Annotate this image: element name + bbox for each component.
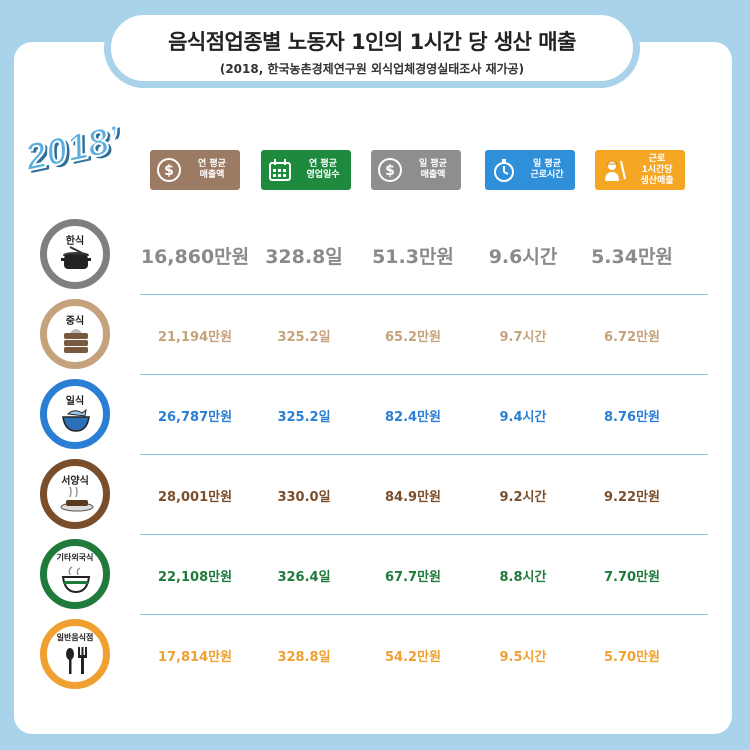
table-cell: 325.2일 <box>277 330 331 345</box>
table-cell: 9.2시간 <box>499 490 547 505</box>
table-cell: 5.70만원 <box>604 650 660 665</box>
category-badge: 일반음식점 <box>40 619 110 689</box>
row-divider <box>140 614 708 615</box>
category-label: 일식 <box>65 396 85 407</box>
category-badge: 중식 <box>40 299 110 369</box>
table-cell: 8.8시간 <box>499 570 547 585</box>
coin-icon: $ <box>375 155 405 185</box>
table-cell: 82.4만원 <box>385 410 441 425</box>
row-divider <box>140 454 708 455</box>
category-badge: 한식 <box>40 219 110 289</box>
table-cell: 9.6시간 <box>488 246 558 268</box>
table-cell: 16,860만원 <box>140 246 250 268</box>
category-badge: 기타외국식 <box>40 539 110 609</box>
table-cell: 17,814만원 <box>157 650 233 665</box>
row-divider <box>140 374 708 375</box>
page-subtitle: (2018, 한국농촌경제연구원 외식업체경영실태조사 재가공) <box>219 62 525 76</box>
column-header-label: 일 평균 매출액 <box>419 159 447 180</box>
row-divider <box>140 294 708 295</box>
table-cell: 9.7시간 <box>499 330 547 345</box>
column-header: 일 평균 근로시간 <box>485 150 575 190</box>
worker-icon <box>599 155 629 185</box>
table-cell: 22,108만원 <box>157 570 233 585</box>
table-cell: 9.4시간 <box>499 410 547 425</box>
table-cell: 84.9만원 <box>385 490 441 505</box>
row-divider <box>140 534 708 535</box>
column-header-label: 연 평균 매출액 <box>198 159 226 180</box>
table-cell: 54.2만원 <box>385 650 441 665</box>
svg-text:$: $ <box>164 163 174 179</box>
column-header: 연 평균 영업일수 <box>261 150 351 190</box>
category-badge: 서양식 <box>40 459 110 529</box>
table-cell: 9.22만원 <box>604 490 660 505</box>
table-cell: 325.2일 <box>277 410 331 425</box>
table-cell: 9.5시간 <box>499 650 547 665</box>
table-cell: 21,194만원 <box>157 330 233 345</box>
column-header-label: 근로 1시간당 생산매출 <box>640 153 674 186</box>
svg-text:$: $ <box>385 163 395 179</box>
column-header: $ 연 평균 매출액 <box>150 150 240 190</box>
category-label: 일반음식점 <box>56 633 94 642</box>
column-header: 근로 1시간당 생산매출 <box>595 150 685 190</box>
table-cell: 330.0일 <box>277 490 331 505</box>
column-header-label: 일 평균 근로시간 <box>530 159 564 180</box>
category-label: 중식 <box>65 316 85 327</box>
table-cell: 328.8일 <box>277 650 331 665</box>
calendar-icon <box>265 155 295 185</box>
table-cell: 8.76만원 <box>604 410 660 425</box>
category-label: 한식 <box>65 236 85 247</box>
table-cell: 6.72만원 <box>604 330 660 345</box>
table-cell: 28,001만원 <box>157 490 233 505</box>
table-cell: 326.4일 <box>277 570 331 585</box>
table-cell: 26,787만원 <box>157 410 233 425</box>
category-badge: 일식 <box>40 379 110 449</box>
title-banner: 음식점업종별 노동자 1인의 1시간 당 생산 매출 (2018, 한국농촌경제… <box>104 8 640 88</box>
column-header-label: 연 평균 영업일수 <box>306 159 340 180</box>
category-label: 서양식 <box>61 476 89 487</box>
table-cell: 5.34만원 <box>591 246 673 268</box>
stopwatch-icon <box>489 155 519 185</box>
table-cell: 7.70만원 <box>604 570 660 585</box>
column-header: $ 일 평균 매출액 <box>371 150 461 190</box>
table-cell: 328.8일 <box>265 246 343 268</box>
table-cell: 67.7만원 <box>385 570 441 585</box>
table-cell: 51.3만원 <box>372 246 454 268</box>
coin-icon: $ <box>154 155 184 185</box>
category-label: 기타외국식 <box>56 553 94 562</box>
page-title: 음식점업종별 노동자 1인의 1시간 당 생산 매출 <box>168 30 576 54</box>
table-cell: 65.2만원 <box>385 330 441 345</box>
